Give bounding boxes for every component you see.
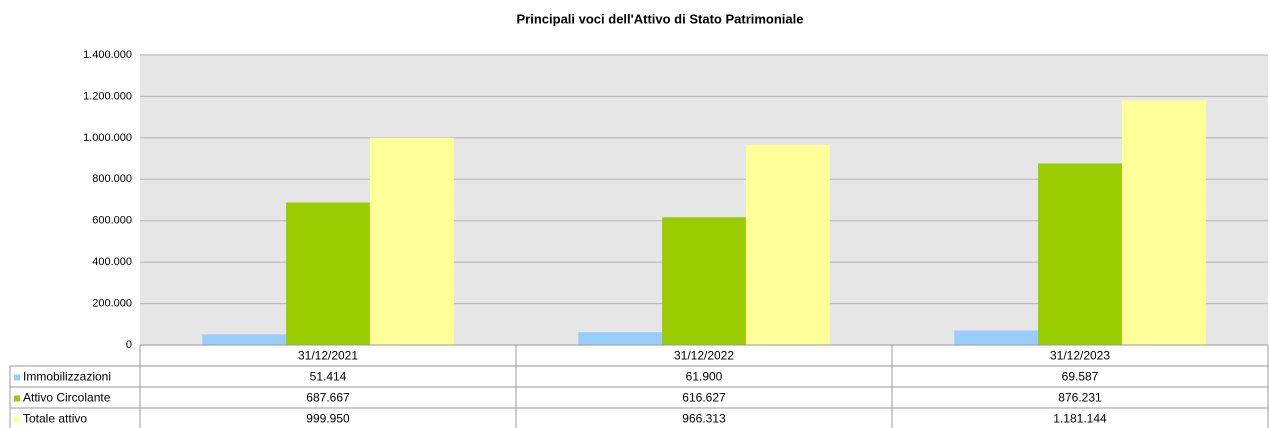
table-value: 616.627 bbox=[682, 391, 726, 405]
y-tick-label: 800.000 bbox=[92, 173, 132, 185]
legend-label: Totale attivo bbox=[23, 412, 87, 426]
table-value: 999.950 bbox=[306, 412, 350, 426]
y-tick-label: 1.400.000 bbox=[83, 49, 132, 61]
x-tick-label: 31/12/2022 bbox=[674, 349, 734, 363]
x-tick-label: 31/12/2021 bbox=[298, 349, 358, 363]
bar bbox=[1121, 100, 1206, 345]
y-tick-label: 600.000 bbox=[92, 215, 132, 227]
table-value: 1.181.144 bbox=[1053, 412, 1107, 426]
y-tick-label: 200.000 bbox=[92, 297, 132, 309]
table-value: 687.667 bbox=[306, 391, 350, 405]
bar bbox=[369, 137, 454, 345]
chart-title: Principali voci dell'Attivo di Stato Pat… bbox=[517, 11, 804, 26]
y-tick-label: 1.000.000 bbox=[83, 132, 132, 144]
y-tick-label: 1.200.000 bbox=[83, 90, 132, 102]
legend-swatch bbox=[14, 395, 20, 402]
table-value: 966.313 bbox=[682, 412, 726, 426]
y-tick-label: 0 bbox=[126, 339, 132, 351]
bar bbox=[578, 332, 663, 345]
legend-label: Immobilizzazioni bbox=[23, 370, 111, 384]
x-tick-label: 31/12/2023 bbox=[1050, 349, 1110, 363]
bar bbox=[745, 144, 830, 345]
bar bbox=[286, 202, 370, 345]
y-tick-label: 400.000 bbox=[92, 256, 132, 268]
table-value: 69.587 bbox=[1062, 370, 1099, 384]
bar bbox=[202, 334, 287, 345]
table-value: 51.414 bbox=[310, 370, 347, 384]
table-value: 61.900 bbox=[686, 370, 723, 384]
legend-swatch bbox=[14, 374, 20, 381]
bar bbox=[662, 217, 746, 345]
legend-label: Attivo Circolante bbox=[23, 391, 111, 405]
bar bbox=[954, 330, 1039, 345]
legend-swatch bbox=[14, 416, 20, 423]
bar bbox=[1038, 163, 1122, 345]
table-value: 876.231 bbox=[1058, 391, 1102, 405]
